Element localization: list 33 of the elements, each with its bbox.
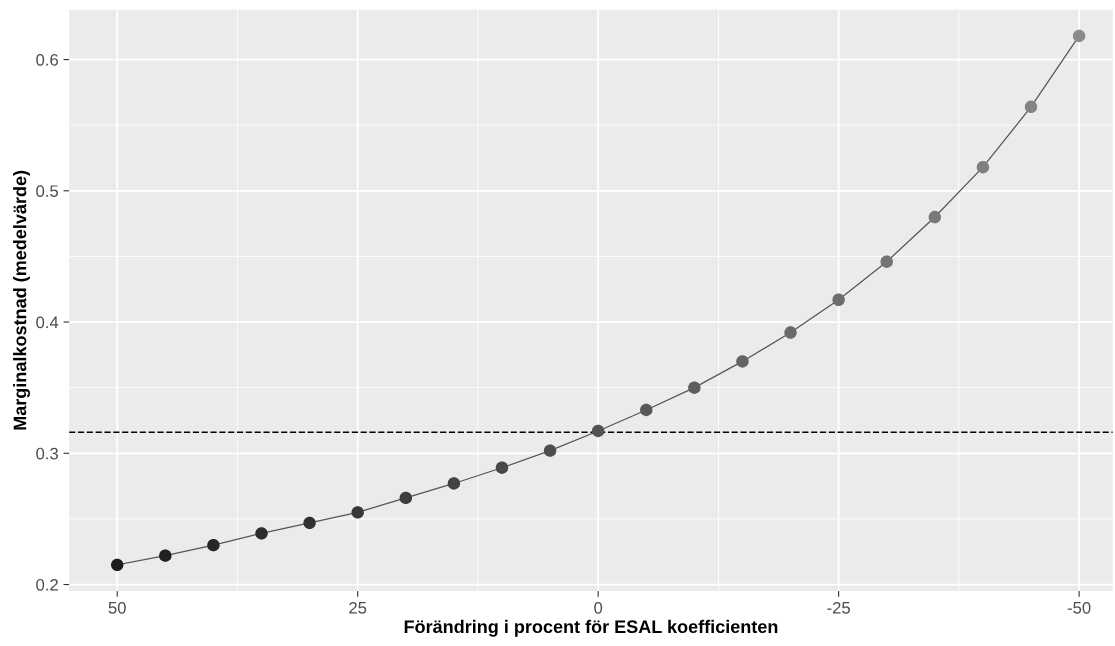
point <box>688 381 701 394</box>
point <box>303 516 316 530</box>
y-tick-label: 0.4 <box>36 316 59 329</box>
point <box>591 424 605 438</box>
y-tick-label: 0.6 <box>36 53 58 66</box>
point <box>736 355 749 368</box>
point <box>351 506 364 519</box>
point <box>447 477 461 490</box>
point <box>111 558 124 572</box>
y-tick-label: 0.2 <box>36 578 58 591</box>
x-tick-label: -25 <box>827 601 850 614</box>
point <box>159 549 172 562</box>
point <box>784 326 797 339</box>
y-axis-title: Marginalkostnad (medelvärde) <box>13 170 30 430</box>
x-axis-title: Förändring i procent för ESAL koefficienten <box>404 619 778 637</box>
point <box>1024 100 1038 114</box>
y-tick-label: 0.5 <box>36 185 59 198</box>
x-tick-label: 25 <box>349 601 367 614</box>
point <box>880 255 893 268</box>
point <box>495 461 509 474</box>
point <box>640 403 653 417</box>
x-tick-label: 0 <box>594 601 603 614</box>
y-tick-label: 0.3 <box>36 447 58 460</box>
point <box>399 491 412 505</box>
point <box>1072 29 1086 43</box>
point <box>207 538 220 552</box>
point <box>543 444 557 457</box>
point <box>832 293 845 306</box>
point <box>255 527 268 540</box>
x-tick-label: -50 <box>1067 601 1091 614</box>
point <box>976 160 990 174</box>
x-tick-label: 50 <box>108 601 126 614</box>
point <box>928 210 942 224</box>
